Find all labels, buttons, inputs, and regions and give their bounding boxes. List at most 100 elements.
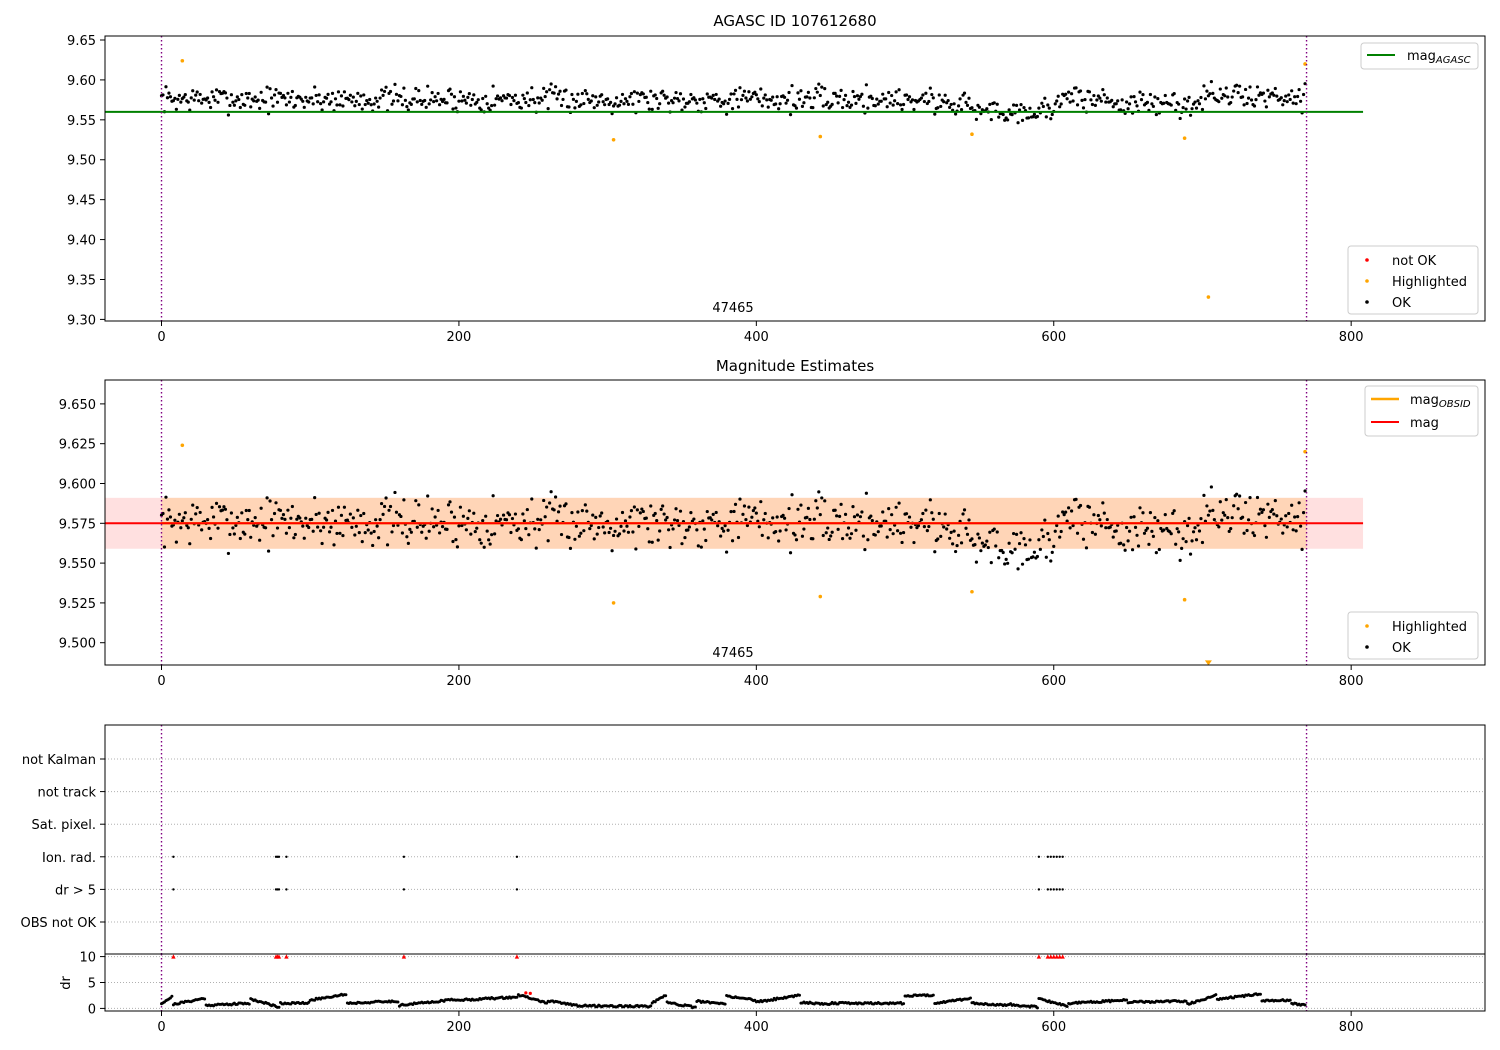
ok-point bbox=[1171, 511, 1175, 515]
ok-point bbox=[1178, 116, 1182, 121]
ok-point bbox=[246, 96, 250, 100]
ok-point bbox=[1150, 529, 1154, 533]
legend-mag-label: mag bbox=[1410, 416, 1439, 431]
ok-point bbox=[879, 99, 883, 103]
ok-point bbox=[446, 503, 451, 507]
ok-point bbox=[1093, 103, 1097, 107]
ok-point bbox=[451, 539, 455, 544]
ok-point bbox=[536, 96, 540, 100]
ok-point bbox=[655, 519, 659, 523]
ok-point bbox=[843, 93, 848, 97]
ok-point bbox=[1078, 89, 1083, 93]
ok-point bbox=[1209, 485, 1213, 489]
ok-point bbox=[542, 498, 546, 503]
ok-point bbox=[1284, 94, 1288, 98]
ok-point bbox=[649, 89, 653, 93]
ok-point bbox=[284, 103, 289, 107]
ok-point bbox=[778, 102, 782, 106]
ok-point bbox=[1062, 513, 1066, 517]
ok-point bbox=[1296, 515, 1300, 519]
ok-point bbox=[876, 530, 880, 534]
ok-point bbox=[1258, 507, 1263, 511]
legend-label: Highlighted bbox=[1392, 275, 1467, 290]
ok-point bbox=[735, 97, 739, 101]
ok-point bbox=[705, 509, 709, 514]
ok-point bbox=[214, 501, 219, 505]
ok-point bbox=[286, 508, 290, 512]
ok-point bbox=[849, 532, 854, 536]
ok-point bbox=[901, 530, 906, 535]
ok-point bbox=[887, 507, 891, 511]
ok-point bbox=[1223, 94, 1227, 98]
ok-point bbox=[1074, 497, 1078, 501]
ok-point bbox=[445, 527, 449, 531]
ok-point bbox=[457, 99, 461, 103]
dr-point bbox=[1214, 993, 1218, 997]
ok-point bbox=[1044, 115, 1048, 119]
ok-point bbox=[1206, 513, 1211, 517]
ok-point bbox=[974, 560, 979, 564]
ok-point bbox=[722, 102, 726, 106]
ok-point bbox=[730, 539, 735, 543]
dr-point bbox=[203, 997, 207, 1001]
flag-point bbox=[1061, 855, 1064, 858]
ok-point bbox=[271, 534, 275, 538]
ok-point bbox=[1135, 104, 1139, 108]
ok-point bbox=[658, 102, 662, 106]
flags-panel: not Kalman not track Sat. pixel. Ion. rad. d… bbox=[21, 725, 1485, 954]
ok-point bbox=[1153, 515, 1157, 520]
ok-point bbox=[1175, 527, 1179, 531]
ok-point bbox=[1294, 529, 1298, 533]
ok-point bbox=[866, 106, 870, 110]
ok-point bbox=[930, 92, 934, 97]
ok-point bbox=[1031, 115, 1035, 119]
ok-point bbox=[335, 531, 339, 536]
ok-point bbox=[366, 528, 370, 532]
ok-point bbox=[681, 97, 686, 101]
y-tick-label: 9.45 bbox=[67, 194, 96, 209]
ok-point bbox=[1142, 531, 1147, 535]
ok-point bbox=[1242, 103, 1246, 107]
ok-point bbox=[1172, 509, 1176, 513]
ok-point bbox=[353, 533, 357, 537]
ok-point bbox=[1071, 523, 1075, 528]
ok-point bbox=[833, 508, 837, 512]
ok-point bbox=[726, 528, 730, 532]
ok-point bbox=[396, 99, 400, 103]
ok-point bbox=[1245, 101, 1249, 106]
ok-point bbox=[664, 518, 668, 522]
ok-point bbox=[784, 101, 788, 105]
ok-point bbox=[564, 502, 568, 506]
ok-point bbox=[1211, 91, 1215, 95]
ok-point bbox=[1075, 531, 1080, 535]
ok-point bbox=[927, 524, 931, 529]
ok-point bbox=[1099, 524, 1103, 528]
ok-point bbox=[377, 105, 381, 109]
ok-point bbox=[540, 98, 544, 102]
agasc-panel-obsid-label: 47465 bbox=[712, 301, 753, 316]
ok-point bbox=[449, 510, 454, 514]
ok-point bbox=[1279, 517, 1283, 521]
ok-point bbox=[586, 97, 590, 101]
ok-point bbox=[458, 90, 463, 94]
ok-point bbox=[362, 511, 366, 516]
dr-point bbox=[396, 1000, 400, 1004]
ok-point bbox=[354, 524, 358, 528]
ok-point bbox=[1293, 95, 1297, 99]
ok-point bbox=[893, 99, 897, 103]
ok-point bbox=[849, 103, 854, 107]
ok-point bbox=[388, 504, 393, 509]
ok-point bbox=[738, 497, 742, 501]
dr-above-scale-marker bbox=[514, 954, 520, 959]
ok-point bbox=[326, 510, 330, 515]
ok-point bbox=[1110, 98, 1114, 102]
ok-point bbox=[1301, 511, 1306, 515]
ok-point bbox=[898, 103, 903, 107]
ok-point bbox=[1071, 99, 1075, 103]
ok-point bbox=[757, 525, 761, 529]
highlighted-point bbox=[818, 594, 823, 599]
ok-point bbox=[1049, 117, 1053, 121]
dr-point bbox=[1065, 1005, 1069, 1009]
ok-point bbox=[956, 104, 961, 108]
legend-marker bbox=[1365, 258, 1369, 262]
